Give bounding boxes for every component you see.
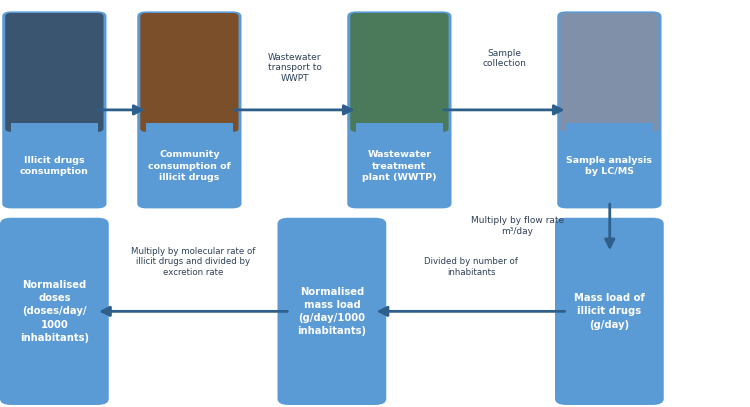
- Text: Normalised
mass load
(g/day/1000
inhabitants): Normalised mass load (g/day/1000 inhabit…: [297, 287, 366, 336]
- FancyBboxPatch shape: [146, 123, 232, 204]
- FancyBboxPatch shape: [555, 218, 664, 405]
- Text: Mass load of
illicit drugs
(g/day): Mass load of illicit drugs (g/day): [574, 293, 645, 330]
- Text: Wastewater
transport to
WWPT: Wastewater transport to WWPT: [268, 53, 322, 83]
- FancyBboxPatch shape: [137, 11, 242, 208]
- FancyBboxPatch shape: [0, 218, 109, 405]
- Text: Multiply by molecular rate of
illicit drugs and divided by
excretion rate: Multiply by molecular rate of illicit dr…: [131, 247, 256, 277]
- FancyBboxPatch shape: [356, 123, 442, 204]
- FancyBboxPatch shape: [566, 123, 652, 204]
- FancyBboxPatch shape: [560, 13, 658, 132]
- Text: Sample analysis
by LC/MS: Sample analysis by LC/MS: [566, 156, 652, 176]
- FancyBboxPatch shape: [557, 11, 662, 208]
- Text: Community
consumption of
illicit drugs: Community consumption of illicit drugs: [148, 151, 231, 182]
- FancyBboxPatch shape: [347, 11, 452, 208]
- Text: Multiply by flow rate
m³/day: Multiply by flow rate m³/day: [471, 216, 564, 236]
- FancyBboxPatch shape: [278, 218, 386, 405]
- FancyBboxPatch shape: [11, 123, 98, 204]
- Text: Divided by number of
inhabitants: Divided by number of inhabitants: [424, 257, 518, 277]
- FancyBboxPatch shape: [350, 13, 448, 132]
- FancyBboxPatch shape: [5, 13, 104, 132]
- FancyBboxPatch shape: [140, 13, 238, 132]
- Text: Normalised
doses
(doses/day/
1000
inhabitants): Normalised doses (doses/day/ 1000 inhabi…: [20, 280, 88, 343]
- Text: Wastewater
treatment
plant (WWTP): Wastewater treatment plant (WWTP): [362, 151, 436, 182]
- FancyBboxPatch shape: [2, 11, 106, 208]
- Text: Sample
collection: Sample collection: [483, 49, 526, 68]
- Text: Illicit drugs
consumption: Illicit drugs consumption: [20, 156, 88, 176]
